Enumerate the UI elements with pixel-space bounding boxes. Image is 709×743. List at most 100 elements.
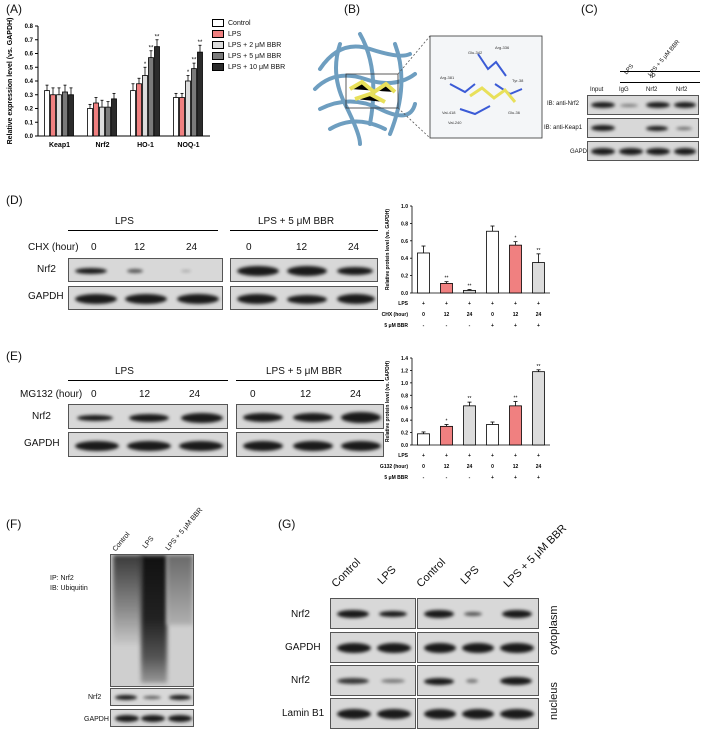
time-value: 0	[91, 242, 97, 253]
blot-c-gapdh	[587, 141, 699, 161]
residue-label: Arg-381	[440, 75, 455, 80]
time-value: 12	[300, 389, 312, 400]
blot-row-label: Lamin B1	[282, 708, 325, 719]
residue-label: Glu-36	[508, 110, 521, 115]
legend-label: LPS + 2 μM BBR	[228, 42, 282, 49]
condition-cell: +	[537, 453, 540, 459]
y-axis-label: Relative protein level (vs. GAPDH)	[385, 361, 391, 442]
blot-row-label: GAPDH	[28, 291, 64, 302]
condition-cell: 12	[444, 464, 450, 470]
blot-row-label: GAPDH	[84, 716, 109, 723]
condition-cell: +	[468, 453, 471, 459]
significance-mark: **	[192, 58, 197, 64]
blot-c-nrf2	[587, 95, 699, 115]
lane-label: LPS + 5 μM BBR	[164, 506, 205, 552]
legend-item: Control	[212, 18, 285, 29]
legend-swatch	[212, 52, 224, 61]
significance-mark: **	[155, 34, 160, 40]
lane-label: IgG	[619, 87, 629, 93]
y-tick-label: 0.0	[25, 134, 34, 140]
group-label: LPS	[115, 366, 134, 377]
blot-g-nrf2-cyto-a	[330, 598, 416, 629]
blot-e-gapdh-bbr	[236, 432, 384, 457]
lane-label: Control	[329, 556, 364, 590]
lane-label: LPS	[375, 563, 399, 587]
blot-row-label: Nrf2	[37, 264, 56, 275]
legend-swatch	[212, 30, 224, 39]
zoom-ligand	[469, 86, 517, 103]
zoom-box	[429, 35, 543, 139]
significance-mark: **	[149, 45, 154, 51]
significance-mark: **	[198, 40, 203, 46]
lane-label: LPS	[141, 535, 156, 550]
condition-cell: 24	[536, 464, 542, 470]
bar	[148, 57, 154, 137]
legend-item: LPS	[212, 29, 285, 40]
y-tick-label: 0.6	[401, 239, 408, 245]
condition-label: MG132 (hour)	[380, 464, 408, 470]
significance-mark: *	[515, 236, 517, 242]
bar	[50, 94, 56, 137]
bar	[93, 102, 99, 137]
condition-cell: +	[468, 301, 471, 307]
bar	[173, 97, 179, 137]
group-label: LPS	[115, 216, 134, 227]
panel-label-g: (G)	[278, 517, 296, 531]
blot-d-gapdh-bbr	[230, 286, 378, 310]
x-tick-label: Nrf2	[95, 142, 109, 149]
condition-cell: +	[537, 301, 540, 307]
bar	[509, 244, 522, 294]
protein-structure: Glu-342 Arg-381 Arg-336 Val-418 Val-240 …	[313, 32, 543, 146]
time-value: 24	[186, 242, 198, 253]
condition-label: LPS	[398, 301, 408, 307]
bar	[68, 94, 74, 137]
blot-g-gapdh-b	[417, 632, 539, 663]
group-line	[230, 230, 378, 231]
condition-cell: 0	[491, 464, 494, 470]
bar	[185, 80, 191, 137]
compartment-label: nucleus	[548, 682, 560, 720]
residue-label: Arg-336	[495, 45, 510, 50]
blot-row-label: Nrf2	[32, 411, 51, 422]
condition-cell: -	[469, 475, 471, 481]
chart-e: 0.0 0.2 0.4 0.6 0.8 1.0 1.2 1.4 Relative protein…	[380, 356, 550, 481]
legend-item: LPS + 10 μM BBR	[212, 62, 285, 73]
legend-label: LPS	[228, 31, 242, 38]
significance-mark: *	[187, 70, 190, 76]
time-label: MG132 (hour)	[20, 389, 83, 400]
time-value: 24	[189, 389, 201, 400]
group-label: LPS + 5 μM BBR	[266, 366, 343, 377]
time-value: 24	[350, 389, 362, 400]
time-value: 12	[296, 242, 308, 253]
condition-cell: -	[423, 323, 425, 329]
bar	[197, 51, 203, 137]
condition-cell: 12	[513, 312, 519, 318]
time-value: 0	[250, 389, 256, 400]
condition-cell: +	[422, 301, 425, 307]
blot-d-gapdh-lps	[68, 286, 223, 310]
condition-cell: +	[514, 323, 517, 329]
ip-label: IP	[650, 74, 656, 80]
y-tick-label: 0.8	[401, 221, 408, 227]
chart-a: 0.0 0.1 0.2 0.3 0.4 0.5 0.6 0.7 0.8 Relative expr…	[7, 18, 210, 149]
condition-cell: +	[537, 475, 540, 481]
panel-label-a: (A)	[6, 2, 22, 16]
bar	[486, 424, 499, 446]
legend-swatch	[212, 19, 224, 28]
y-tick-label: 0.0	[401, 291, 408, 297]
y-tick-label: 0.0	[401, 443, 408, 449]
blot-e-nrf2-lps	[68, 404, 228, 429]
blot-c-keap1	[587, 118, 699, 138]
significance-mark: **	[468, 284, 472, 290]
blot-row-label: GAPDH	[570, 149, 592, 155]
condition-cell: 0	[491, 312, 494, 318]
bar	[142, 75, 148, 137]
time-value: 0	[246, 242, 252, 253]
lane-label: Control	[414, 556, 449, 590]
significance-mark: **	[537, 248, 541, 254]
significance-mark: **	[468, 396, 472, 402]
y-tick-label: 0.6	[25, 52, 34, 58]
compartment-label: cytoplasm	[548, 605, 560, 655]
time-value: 24	[348, 242, 360, 253]
blot-g-lamin-b	[417, 698, 539, 729]
